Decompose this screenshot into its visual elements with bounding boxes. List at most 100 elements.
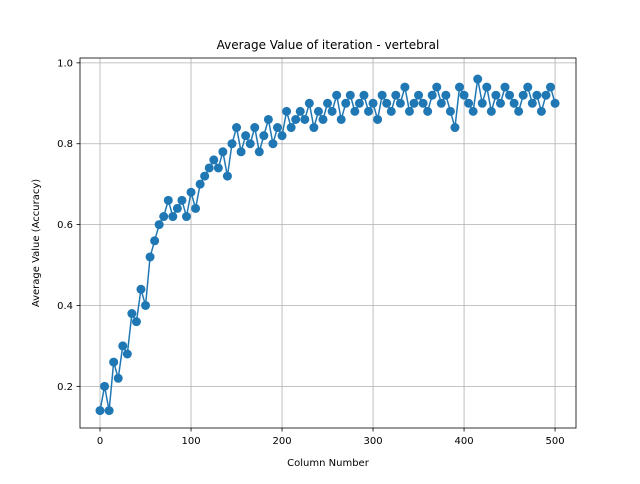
- data-point: [309, 123, 319, 133]
- data-point: [109, 357, 119, 367]
- data-point: [259, 131, 269, 141]
- data-point: [236, 147, 246, 157]
- data-point: [200, 171, 210, 181]
- data-point: [213, 163, 223, 173]
- data-point: [154, 220, 164, 230]
- data-point: [323, 98, 333, 108]
- data-point: [536, 106, 546, 116]
- data-point: [364, 106, 373, 116]
- data-point: [505, 90, 515, 100]
- x-axis: 0 100 200 300 400 500: [97, 428, 565, 447]
- data-point: [232, 123, 242, 133]
- data-point: [455, 82, 465, 92]
- data-point: [104, 406, 114, 416]
- y-tick-label: 0.2: [57, 382, 73, 393]
- x-tick-label: 200: [272, 436, 291, 447]
- data-point: [377, 90, 387, 100]
- data-point: [368, 98, 378, 108]
- data-point: [286, 123, 296, 133]
- data-point: [122, 349, 132, 359]
- series-layer: [95, 74, 560, 416]
- x-tick-label: 300: [364, 436, 383, 447]
- x-tick-label: 400: [455, 436, 474, 447]
- data-point: [218, 147, 228, 157]
- data-point: [318, 114, 328, 124]
- data-point: [268, 139, 278, 149]
- data-point: [450, 123, 460, 133]
- data-point: [491, 90, 501, 100]
- data-point: [518, 90, 528, 100]
- data-point: [150, 236, 160, 246]
- data-point: [382, 98, 392, 108]
- y-tick-label: 0.4: [57, 301, 73, 312]
- data-point: [295, 106, 305, 116]
- data-point: [282, 106, 292, 116]
- data-point: [263, 114, 273, 124]
- data-point: [313, 106, 323, 116]
- data-point: [145, 252, 155, 262]
- axes-frame: [79, 57, 577, 429]
- data-point: [227, 139, 237, 149]
- data-point: [136, 284, 146, 294]
- data-point: [459, 90, 469, 100]
- y-axis-label: Average Value (Accuracy): [31, 179, 42, 307]
- data-point: [400, 82, 410, 92]
- data-point: [204, 163, 214, 173]
- data-point: [241, 131, 251, 141]
- data-point: [118, 341, 128, 351]
- data-point: [359, 90, 369, 100]
- data-point: [486, 106, 496, 116]
- data-point: [250, 123, 260, 133]
- y-tick-label: 0.8: [57, 139, 73, 150]
- x-tick-label: 100: [181, 436, 200, 447]
- data-point: [495, 98, 505, 108]
- data-point: [445, 106, 455, 116]
- data-point: [127, 309, 137, 319]
- data-point: [191, 203, 201, 213]
- data-point: [341, 98, 351, 108]
- data-point: [473, 74, 483, 84]
- data-point: [409, 98, 419, 108]
- chart-title: Average Value of iteration - vertebral: [217, 38, 440, 52]
- data-point: [272, 123, 282, 133]
- data-point: [336, 114, 346, 124]
- data-point: [532, 90, 542, 100]
- data-point: [386, 106, 396, 116]
- data-point: [113, 373, 123, 383]
- data-point: [423, 106, 433, 116]
- data-point: [327, 106, 337, 116]
- y-tick-label: 0.6: [57, 220, 73, 231]
- data-point: [254, 147, 264, 157]
- data-point: [345, 90, 355, 100]
- x-tick-label: 0: [97, 436, 103, 447]
- data-point: [100, 381, 110, 391]
- data-point: [195, 179, 205, 189]
- data-point: [222, 171, 232, 181]
- x-tick-label: 500: [546, 436, 565, 447]
- data-point: [514, 106, 524, 116]
- data-point: [172, 203, 182, 213]
- data-point: [527, 98, 537, 108]
- x-axis-label: Column Number: [287, 458, 370, 469]
- data-point: [291, 114, 301, 124]
- data-point: [354, 98, 364, 108]
- data-point: [523, 82, 533, 92]
- data-point: [304, 98, 314, 108]
- data-point: [373, 114, 383, 124]
- data-point: [300, 114, 310, 124]
- grid: [80, 58, 576, 428]
- data-point: [277, 131, 287, 141]
- data-point: [541, 90, 551, 100]
- y-axis: 0.2 0.4 0.6 0.8 1.0: [57, 58, 80, 393]
- data-point: [404, 106, 414, 116]
- data-point: [482, 82, 492, 92]
- data-point: [414, 90, 424, 100]
- data-point: [441, 90, 451, 100]
- data-point: [209, 155, 219, 165]
- data-point: [141, 300, 151, 310]
- data-point: [391, 90, 401, 100]
- data-point: [550, 98, 560, 108]
- data-point: [546, 82, 556, 92]
